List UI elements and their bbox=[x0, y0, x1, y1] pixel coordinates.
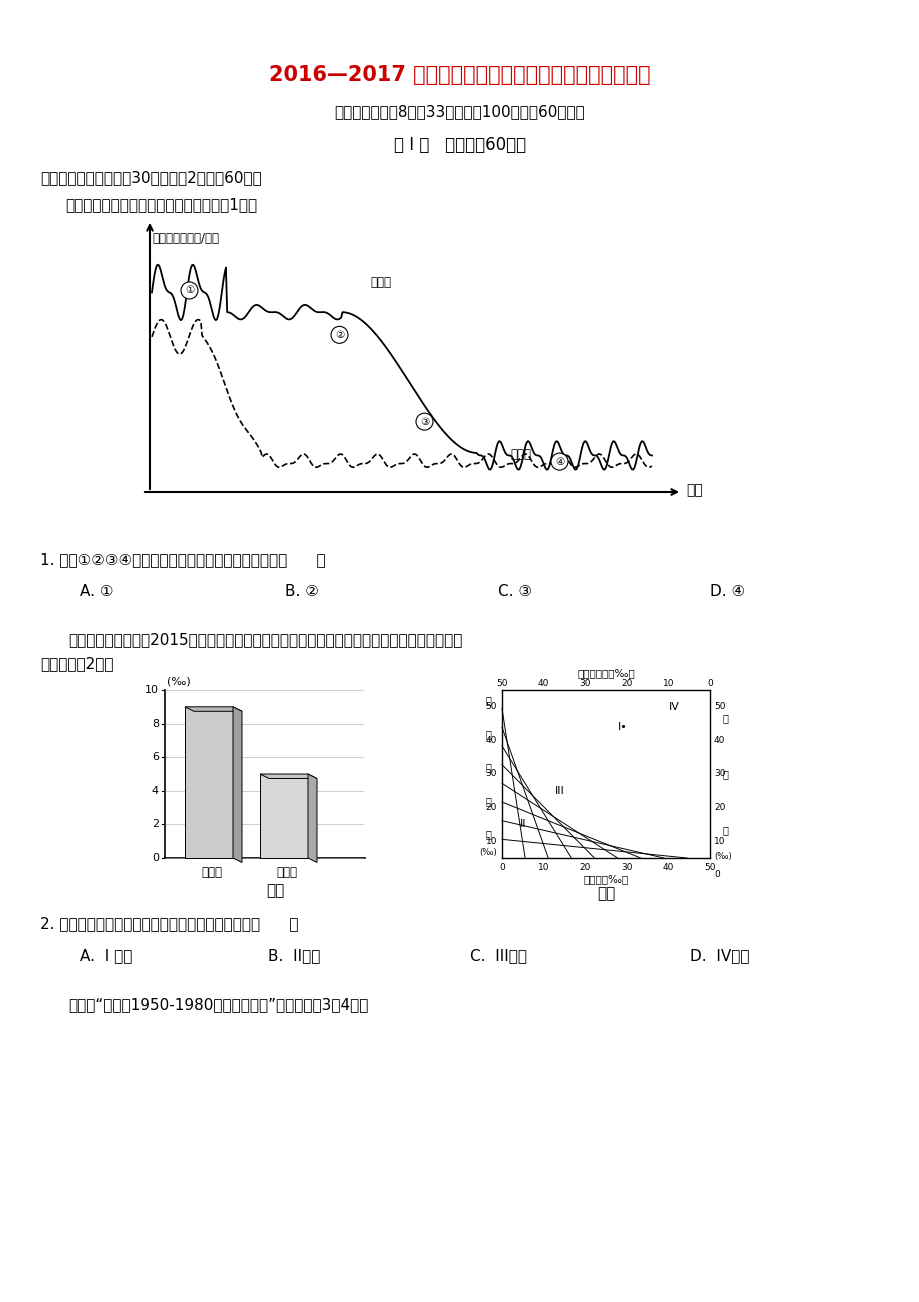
Text: IV: IV bbox=[668, 702, 679, 712]
Text: 长: 长 bbox=[484, 796, 491, 806]
Text: II: II bbox=[519, 819, 526, 829]
Text: 40: 40 bbox=[713, 736, 724, 745]
Text: 1. 图示①②③④四个阶段中，人口增长速度最快的是（      ）: 1. 图示①②③④四个阶段中，人口增长速度最快的是（ ） bbox=[40, 552, 325, 568]
Text: 率: 率 bbox=[722, 825, 728, 835]
Text: 10: 10 bbox=[662, 680, 674, 689]
Text: 出: 出 bbox=[722, 713, 728, 723]
Text: 2016—2017 学年度第二学期高一年级地理学科期中试卷: 2016—2017 学年度第二学期高一年级地理学科期中试卷 bbox=[269, 65, 650, 85]
Circle shape bbox=[331, 327, 347, 344]
Text: 自然增长率（‰）: 自然增长率（‰） bbox=[576, 668, 634, 678]
Text: 30: 30 bbox=[579, 680, 590, 689]
Text: 30: 30 bbox=[713, 769, 725, 779]
Text: 0: 0 bbox=[152, 853, 159, 863]
Text: B.  II阶段: B. II阶段 bbox=[267, 948, 320, 963]
Text: 2: 2 bbox=[152, 819, 159, 829]
Text: 40: 40 bbox=[662, 862, 674, 871]
Text: 生: 生 bbox=[722, 769, 728, 779]
Text: (‰): (‰) bbox=[479, 849, 496, 858]
Text: 出生率: 出生率 bbox=[369, 276, 391, 289]
Text: III: III bbox=[555, 786, 564, 796]
Bar bbox=[185, 707, 233, 858]
Text: A.  I 阶段: A. I 阶段 bbox=[80, 948, 132, 963]
Text: D. ④: D. ④ bbox=[709, 585, 744, 599]
Bar bbox=[260, 773, 308, 858]
Text: 时间: 时间 bbox=[686, 483, 702, 497]
Text: 0: 0 bbox=[713, 870, 719, 879]
Text: 0: 0 bbox=[499, 862, 505, 871]
Text: ②: ② bbox=[335, 329, 344, 340]
Text: 率: 率 bbox=[484, 829, 491, 840]
Text: 30: 30 bbox=[485, 769, 496, 779]
Text: 4: 4 bbox=[152, 786, 159, 796]
Text: 读图回答第2题。: 读图回答第2题。 bbox=[40, 656, 113, 672]
Text: 读图人口再生产模式简略示意图，回答第1题。: 读图人口再生产模式简略示意图，回答第1题。 bbox=[65, 198, 256, 212]
Text: 一、单项选择题。（入30题，每题2分，入60分）: 一、单项选择题。（入30题，每题2分，入60分） bbox=[40, 171, 262, 185]
Text: A. ①: A. ① bbox=[80, 585, 113, 599]
Text: 死亡率: 死亡率 bbox=[509, 448, 530, 461]
Text: 10: 10 bbox=[538, 862, 549, 871]
Text: 增: 增 bbox=[484, 762, 491, 772]
Text: 40: 40 bbox=[538, 680, 549, 689]
Text: 50: 50 bbox=[713, 702, 725, 711]
Text: 30: 30 bbox=[620, 862, 632, 871]
Polygon shape bbox=[185, 707, 242, 711]
Text: C.  III阶段: C. III阶段 bbox=[470, 948, 527, 963]
Text: 50: 50 bbox=[703, 862, 715, 871]
Text: 20: 20 bbox=[485, 803, 496, 812]
Text: 40: 40 bbox=[485, 736, 496, 745]
Text: (‰): (‰) bbox=[713, 852, 731, 861]
Text: 8: 8 bbox=[152, 719, 159, 729]
Text: 然: 然 bbox=[484, 729, 491, 738]
Text: 图甲: 图甲 bbox=[266, 884, 284, 898]
Text: 下图中图甲表示我国2015年某市人口出生率和死亡率，图乙为我国不同阶段人口增长状况图。: 下图中图甲表示我国2015年某市人口出生率和死亡率，图乙为我国不同阶段人口增长状… bbox=[68, 633, 462, 647]
Text: C. ③: C. ③ bbox=[497, 585, 531, 599]
Text: 10: 10 bbox=[713, 837, 725, 846]
Text: 自: 自 bbox=[484, 695, 491, 706]
Polygon shape bbox=[260, 773, 317, 779]
Text: D.  IV阶段: D. IV阶段 bbox=[689, 948, 749, 963]
Text: 图乙: 图乙 bbox=[596, 887, 615, 901]
Text: 第 I 卷   选择题（60分）: 第 I 卷 选择题（60分） bbox=[393, 135, 526, 154]
Text: 注意：本试卷兲8页，33题，满分100分，时60分钟。: 注意：本试卷兲8页，33题，满分100分，时60分钟。 bbox=[335, 104, 584, 120]
Circle shape bbox=[415, 413, 433, 430]
Text: 20: 20 bbox=[620, 680, 631, 689]
Text: 50: 50 bbox=[495, 680, 507, 689]
Text: 0: 0 bbox=[707, 680, 712, 689]
Text: I•: I• bbox=[617, 723, 627, 732]
Text: 出生和死亡人数/千人: 出生和死亡人数/千人 bbox=[152, 232, 219, 245]
Circle shape bbox=[181, 283, 198, 299]
Text: 6: 6 bbox=[152, 753, 159, 762]
Text: 死亡率（‰）: 死亡率（‰） bbox=[583, 874, 628, 884]
Text: ③: ③ bbox=[419, 417, 428, 427]
Text: 20: 20 bbox=[579, 862, 590, 871]
Text: 10: 10 bbox=[485, 837, 496, 846]
Text: (‰): (‰) bbox=[167, 677, 190, 687]
Polygon shape bbox=[308, 773, 317, 862]
Text: 死亡率: 死亡率 bbox=[276, 866, 297, 879]
Circle shape bbox=[550, 453, 567, 470]
Text: 50: 50 bbox=[485, 702, 496, 711]
Text: 如图是“某地区1950-1980年人口增长图”，据图回答3－4题。: 如图是“某地区1950-1980年人口增长图”，据图回答3－4题。 bbox=[68, 997, 368, 1013]
Text: B. ②: B. ② bbox=[285, 585, 319, 599]
Polygon shape bbox=[233, 707, 242, 862]
Text: 20: 20 bbox=[713, 803, 724, 812]
Text: 10: 10 bbox=[145, 685, 159, 695]
Text: ①: ① bbox=[185, 285, 194, 296]
Text: 2. 图甲所示城市人口自然增长状况最接近图乙中的（      ）: 2. 图甲所示城市人口自然增长状况最接近图乙中的（ ） bbox=[40, 917, 298, 931]
Text: ④: ④ bbox=[554, 457, 563, 466]
Text: 出生率: 出生率 bbox=[201, 866, 222, 879]
